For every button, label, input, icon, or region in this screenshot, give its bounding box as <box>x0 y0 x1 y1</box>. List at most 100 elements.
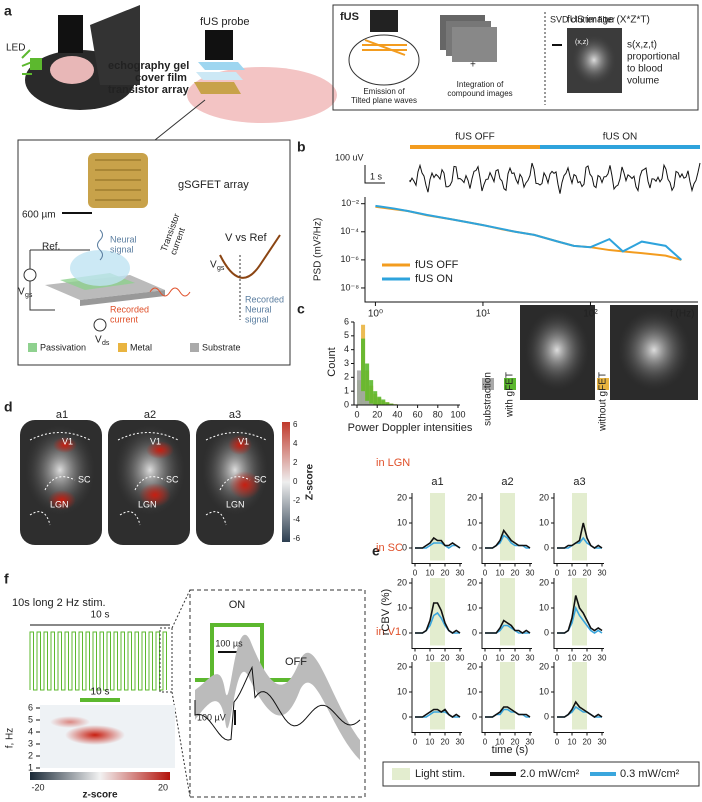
label: s(x,z,t) <box>627 40 657 51</box>
y-tick-label: 0 <box>544 542 549 552</box>
label: Emission of <box>363 87 405 96</box>
label: V1 <box>238 436 249 446</box>
label: signal <box>110 244 134 254</box>
label: V vs Ref <box>225 232 268 244</box>
label: SC <box>166 474 179 484</box>
label: Recorded <box>245 294 284 304</box>
column-title: a3 <box>573 476 585 488</box>
panel-label: a <box>4 3 12 19</box>
legend-box <box>382 761 700 787</box>
y-tick-label: 20 <box>539 577 549 587</box>
y-tick-label: 4 <box>28 726 33 736</box>
y-tick-label: 20 <box>397 492 407 502</box>
x-tick-label: 10¹ <box>476 309 491 320</box>
hist-bar <box>385 402 390 405</box>
y-tick-label: 3 <box>28 738 33 748</box>
colorbar-label: z-score <box>82 790 117 801</box>
label: SVD clutter filter <box>550 14 615 24</box>
column-title: a1 <box>431 476 443 488</box>
stim-shade <box>500 578 515 646</box>
label: 1 s <box>370 171 383 181</box>
y-tick-label: 10 <box>539 686 549 696</box>
x-tick-label: 20 <box>372 409 382 419</box>
brain-maps <box>20 420 290 545</box>
y-tick-label: 10 <box>539 602 549 612</box>
panel-label: c <box>297 301 305 317</box>
legend-label: with gFET <box>505 372 516 418</box>
y-tick-label: 20 <box>539 661 549 671</box>
x-tick-label: 20 <box>441 569 450 578</box>
label: 10 s <box>91 610 110 621</box>
label: SC <box>78 474 91 484</box>
label: gs <box>217 265 225 272</box>
legend-label: Light stim. <box>415 768 465 780</box>
y-tick-label: 10 <box>397 686 407 696</box>
stim-shade <box>500 662 515 730</box>
hist-bar <box>377 396 382 405</box>
y-tick-label: 0 <box>402 711 407 721</box>
y-tick-label: 10⁻⁴ <box>340 226 359 236</box>
y-tick-label: 20 <box>467 661 477 671</box>
y-tick-label: 0 <box>472 711 477 721</box>
doppler-images <box>520 305 698 400</box>
y-tick-label: 10 <box>397 517 407 527</box>
x-tick-label: 30 <box>526 569 535 578</box>
row-title: in SC <box>376 542 403 554</box>
x-tick-label: 20 <box>583 738 592 747</box>
label: ds <box>102 340 110 347</box>
legend-label: fUS ON <box>415 273 453 285</box>
label: V1 <box>150 436 161 446</box>
y-tick-label: 10 <box>397 602 407 612</box>
stim-shade <box>430 578 445 646</box>
y-tick-label: 2 <box>344 372 349 382</box>
colorbar-tick: -6 <box>293 534 301 543</box>
hist-bar <box>369 403 374 405</box>
label: current <box>110 314 139 324</box>
label: + <box>470 60 476 71</box>
x-tick-label: 0 <box>483 654 488 663</box>
y-tick-label: 0 <box>544 711 549 721</box>
label: 100 µV <box>197 712 226 722</box>
x-tick-label: 20 <box>583 569 592 578</box>
probe-drawing <box>187 30 337 123</box>
colorbar-tick: 20 <box>158 782 168 792</box>
x-tick-label: 20 <box>583 654 592 663</box>
label: 600 µm <box>22 210 56 221</box>
hist-bar <box>357 370 362 405</box>
label: Metal <box>130 342 152 352</box>
y-tick-label: 10⁻⁶ <box>341 254 360 264</box>
x-tick-label: 80 <box>433 409 443 419</box>
stim-shade <box>572 662 587 730</box>
mouse-drawing <box>21 5 140 110</box>
stim-shade <box>500 493 515 561</box>
column-title: a3 <box>229 409 241 421</box>
rcbv-line <box>557 522 603 549</box>
fus-box <box>332 4 699 111</box>
x-tick-label: 30 <box>456 738 465 747</box>
x-tick-label: 0 <box>413 654 418 663</box>
y-tick-label: 10 <box>467 686 477 696</box>
rcbv-line <box>557 700 603 718</box>
y-tick-label: 10 <box>467 602 477 612</box>
label: 100 uV <box>335 152 364 162</box>
y-tick-label: 0 <box>402 542 407 552</box>
x-tick-label: 0 <box>413 569 418 578</box>
x-tick-label: 30 <box>456 654 465 663</box>
x-tick-label: 20 <box>511 738 520 747</box>
x-tick-label: 30 <box>598 654 607 663</box>
label: volume <box>627 76 660 87</box>
y-tick-label: 6 <box>28 702 33 712</box>
colorbar-tick: 2 <box>293 458 298 467</box>
hist-bar <box>389 403 394 405</box>
label: fUS probe <box>200 16 250 28</box>
y-tick-label: 6 <box>344 316 349 326</box>
stim-shade <box>572 578 587 646</box>
hist-bar <box>369 380 374 405</box>
stim-drawings <box>29 589 366 798</box>
colorbar-tick: 0 <box>293 477 298 486</box>
rcbv-line <box>557 595 603 634</box>
rcbv-line <box>485 619 531 634</box>
y-tick-label: 0 <box>472 542 477 552</box>
x-tick-label: 0 <box>354 409 359 419</box>
y-tick-label: 20 <box>467 492 477 502</box>
